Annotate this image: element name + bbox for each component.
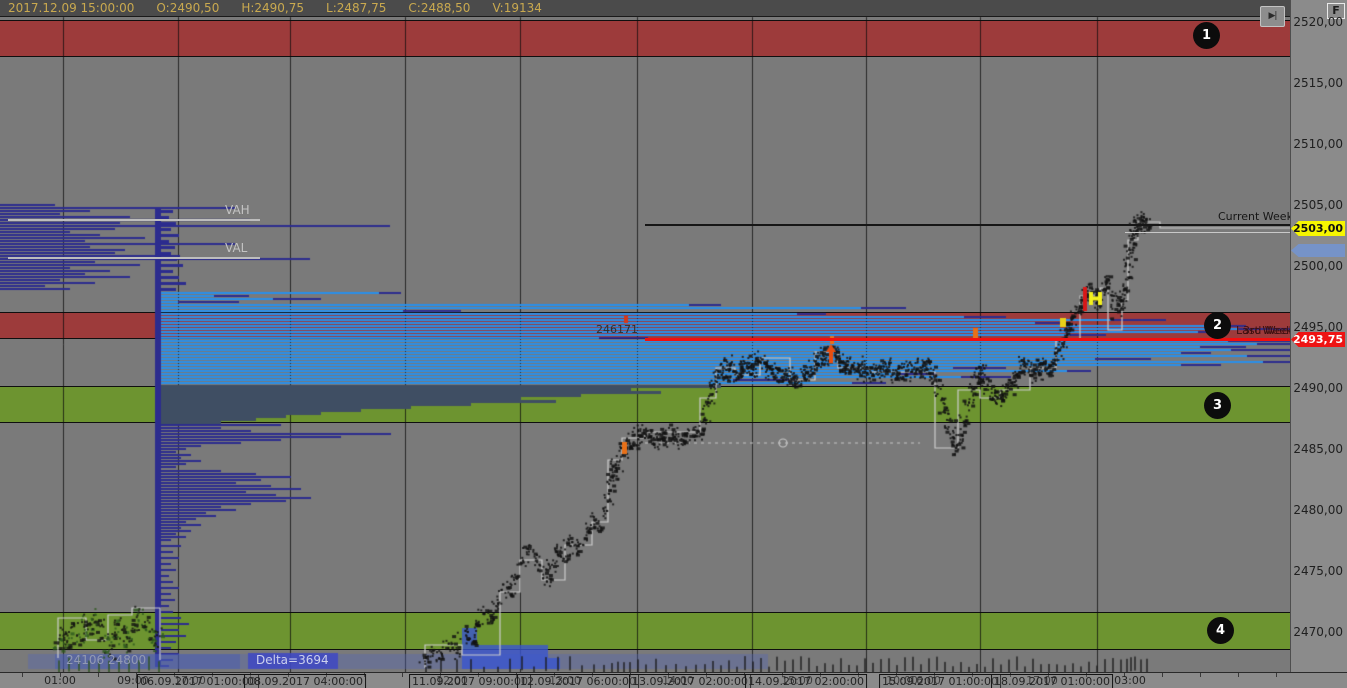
ohlc-info-bar: 2017.12.09 15:00:00 O:2490,50 H:2490,75 L:2…: [0, 0, 1290, 17]
session-date-label: 13.09.2017 02:00:00: [629, 674, 751, 688]
time-tick: [934, 673, 935, 677]
price-tick-label: 2470,00: [1293, 625, 1343, 639]
delta-readout: Delta=3694: [256, 653, 329, 667]
session-date-label: 08.09.2017 04:00:00: [244, 674, 366, 688]
bar-open: O:2490,50: [156, 1, 220, 15]
last-week-label: Last Week: [1236, 324, 1293, 337]
note-badge-4: 4: [1207, 617, 1234, 644]
time-tick: [972, 673, 973, 677]
current-week-line: [645, 224, 1290, 226]
time-tick: [554, 673, 555, 677]
bar-datetime: 2017.12.09 15:00:00: [8, 1, 135, 15]
poc-price-tag: 2493,75: [1291, 332, 1345, 347]
session-date-label: 14.09.2017 02:00:00: [745, 674, 867, 688]
current-price-trail-line: [1125, 232, 1290, 233]
time-label: 17:00: [174, 674, 206, 687]
price-tick-label: 2485,00: [1293, 442, 1343, 456]
bar-volume: V:19134: [492, 1, 542, 15]
time-tick: [744, 673, 745, 677]
time-tick: [1124, 673, 1125, 677]
time-tick: [174, 673, 175, 677]
third-week-label: 3rd Week: [1243, 324, 1295, 337]
session-date-label: 15.09.2017 01:00:00: [879, 674, 1001, 688]
session-volume-readout: 24106 24800: [66, 653, 147, 667]
poc-line: [645, 338, 1290, 341]
time-tick: [288, 673, 289, 677]
time-tick: [440, 673, 441, 677]
bar-close: C:2488,50: [408, 1, 471, 15]
time-label: 17:00: [1026, 674, 1058, 687]
price-tick-label: 2475,00: [1293, 564, 1343, 578]
jump-to-latest-button[interactable]: ▶|: [1260, 6, 1285, 27]
time-tick: [706, 673, 707, 677]
time-tick: [98, 673, 99, 677]
time-tick: [1200, 673, 1201, 677]
time-tick: [364, 673, 365, 677]
time-label: 15:00: [781, 674, 813, 687]
val-line: [8, 257, 260, 259]
vah-line: [8, 219, 260, 221]
chart-canvas: [0, 0, 1290, 672]
axis-f-button[interactable]: F: [1327, 3, 1345, 19]
price-tick-label: 2510,00: [1293, 137, 1343, 151]
session-date-label: 12.09.2017 06:00:00: [517, 674, 639, 688]
time-label: 01:00: [44, 674, 76, 687]
time-tick: [592, 673, 593, 677]
bar-low: L:2487,75: [326, 1, 387, 15]
time-tick: [1276, 673, 1277, 677]
time-tick: [212, 673, 213, 677]
note-badge-2: 2: [1204, 312, 1231, 339]
time-tick: [782, 673, 783, 677]
time-tick: [22, 673, 23, 677]
time-tick: [668, 673, 669, 677]
price-tick-label: 2505,00: [1293, 198, 1343, 212]
time-label: 16:00: [909, 674, 941, 687]
price-tick-label: 2520,00: [1293, 15, 1343, 29]
time-tick: [1048, 673, 1049, 677]
time-tick: [60, 673, 61, 677]
poc-volume-label: 246171: [596, 323, 638, 336]
time-tick: [1010, 673, 1011, 677]
vah-label: VAH: [225, 203, 250, 217]
alert-price-tag: 2503,00: [1291, 221, 1345, 236]
time-tick: [1238, 673, 1239, 677]
time-tick: [896, 673, 897, 677]
val-label: VAL: [225, 241, 248, 255]
session-date-label: 11.09.2017 09:00:00: [409, 674, 531, 688]
time-label: 10:00: [886, 674, 918, 687]
price-tick-label: 2495,00: [1293, 320, 1343, 334]
price-tick-label: 2515,00: [1293, 76, 1343, 90]
time-tick: [1086, 673, 1087, 677]
time-label: 09:00: [117, 674, 149, 687]
current-week-label: Current Week: [1218, 210, 1293, 223]
time-tick: [630, 673, 631, 677]
time-label: 13:00: [549, 674, 581, 687]
session-date-label: 18.09.2017 01:00:00: [991, 674, 1113, 688]
time-tick: [326, 673, 327, 677]
time-label: 14:00: [662, 674, 694, 687]
time-axis[interactable]: 01:00 09:00 17:00 12:00 13:00 14:00 15:00 10:00…: [0, 672, 1347, 688]
time-tick: [820, 673, 821, 677]
time-tick: [858, 673, 859, 677]
time-label: 12:00: [436, 674, 468, 687]
time-tick: [478, 673, 479, 677]
time-tick: [250, 673, 251, 677]
price-axis[interactable]: F 2520,00 2515,00 2510,00 2505,00 2500,00 249…: [1290, 0, 1347, 672]
time-tick: [136, 673, 137, 677]
session-date-label: 06.09.2017 01:00:00: [137, 674, 259, 688]
bar-high: H:2490,75: [241, 1, 305, 15]
blue-price-pointer: [1291, 244, 1345, 257]
time-tick: [402, 673, 403, 677]
time-tick: [516, 673, 517, 677]
price-tick-label: 2480,00: [1293, 503, 1343, 517]
price-tick-label: 2490,00: [1293, 381, 1343, 395]
time-tick: [1162, 673, 1163, 677]
price-tick-label: 2500,00: [1293, 259, 1343, 273]
note-badge-3: 3: [1204, 392, 1231, 419]
time-label: 03:00: [1114, 674, 1146, 687]
note-badge-1: 1: [1193, 22, 1220, 49]
